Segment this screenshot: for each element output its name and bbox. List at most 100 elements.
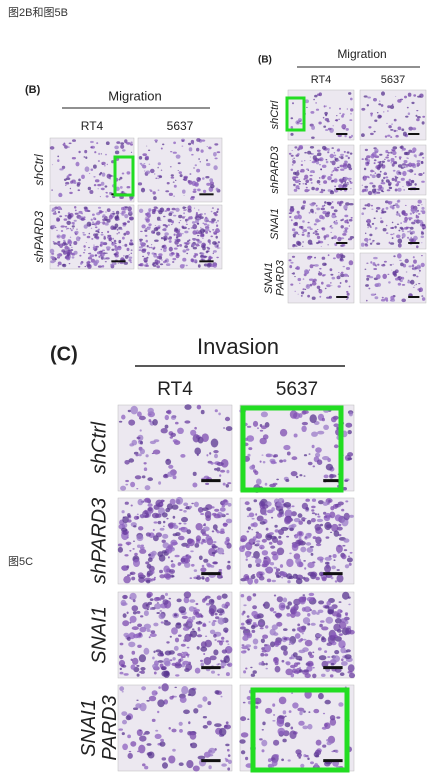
cell [172, 657, 176, 661]
cell [262, 721, 266, 726]
cell [412, 127, 417, 131]
cell [399, 226, 403, 230]
cell [122, 613, 127, 618]
cell [175, 622, 182, 629]
cell [83, 156, 86, 158]
cell [329, 715, 336, 721]
cell [383, 176, 386, 180]
cell [303, 273, 307, 277]
cell [344, 479, 349, 482]
cell [127, 734, 131, 739]
cell [101, 163, 104, 165]
cell [373, 159, 377, 162]
cell [66, 252, 71, 256]
cell [192, 765, 200, 772]
cell [223, 627, 229, 633]
cell [141, 224, 146, 229]
cell [181, 145, 184, 147]
cell [245, 543, 250, 548]
cell [344, 279, 348, 283]
cell [399, 98, 404, 101]
cell [133, 633, 140, 639]
cell [372, 239, 375, 242]
cell [213, 633, 217, 638]
cell [394, 178, 398, 182]
cell [333, 444, 339, 449]
cell [413, 154, 417, 157]
cell [422, 227, 425, 230]
cell [185, 554, 188, 557]
cell [305, 532, 312, 539]
cell [367, 203, 371, 207]
cell [217, 220, 219, 222]
cell [121, 172, 125, 175]
cell [389, 205, 395, 209]
cell [81, 174, 85, 179]
row-label: SNAI1 [263, 262, 275, 294]
cell [374, 172, 377, 175]
cell [196, 138, 201, 142]
cell [311, 431, 318, 437]
cell [321, 164, 327, 168]
cell [99, 243, 103, 247]
cell [73, 250, 78, 255]
cell [193, 608, 200, 613]
cell [333, 152, 336, 154]
cell [120, 599, 127, 607]
cell [336, 159, 340, 162]
cell [283, 649, 288, 656]
cell [181, 139, 185, 142]
cell [217, 247, 220, 249]
cell [124, 243, 128, 247]
cell [96, 229, 100, 232]
cell [366, 104, 369, 107]
cell [278, 696, 287, 705]
cell [268, 532, 274, 536]
cell [416, 275, 419, 278]
cell [213, 541, 217, 544]
cell [143, 170, 146, 172]
cell [93, 184, 97, 187]
cell [309, 174, 313, 177]
cell [368, 177, 370, 179]
cell [137, 411, 142, 418]
cell [318, 600, 325, 605]
cell [106, 257, 109, 259]
cell [221, 593, 228, 599]
cell [396, 130, 398, 132]
cell [195, 212, 198, 215]
cell [163, 520, 166, 524]
cell [129, 198, 132, 201]
cell [393, 255, 396, 258]
cell [221, 504, 225, 508]
cell [89, 261, 91, 263]
cell [417, 213, 421, 215]
cell [320, 207, 325, 211]
cell [196, 404, 202, 410]
cell [271, 507, 275, 512]
cell [397, 187, 402, 192]
cell [307, 256, 312, 260]
cell [98, 173, 102, 176]
cell [398, 229, 401, 232]
cell [172, 257, 177, 261]
cell [63, 143, 66, 147]
cell [178, 522, 182, 525]
cell [306, 234, 311, 238]
cell [162, 599, 169, 605]
cell [123, 595, 127, 599]
cell [346, 292, 350, 296]
cell [206, 182, 211, 186]
cell [310, 170, 315, 173]
cell [153, 246, 156, 249]
cell [342, 233, 347, 236]
cell [153, 597, 160, 602]
cell [198, 209, 200, 211]
cell [213, 513, 221, 519]
cell [145, 157, 148, 160]
cell [320, 168, 322, 171]
cell [212, 252, 214, 255]
cell [105, 211, 107, 213]
cell [361, 212, 365, 215]
cell [303, 229, 307, 232]
